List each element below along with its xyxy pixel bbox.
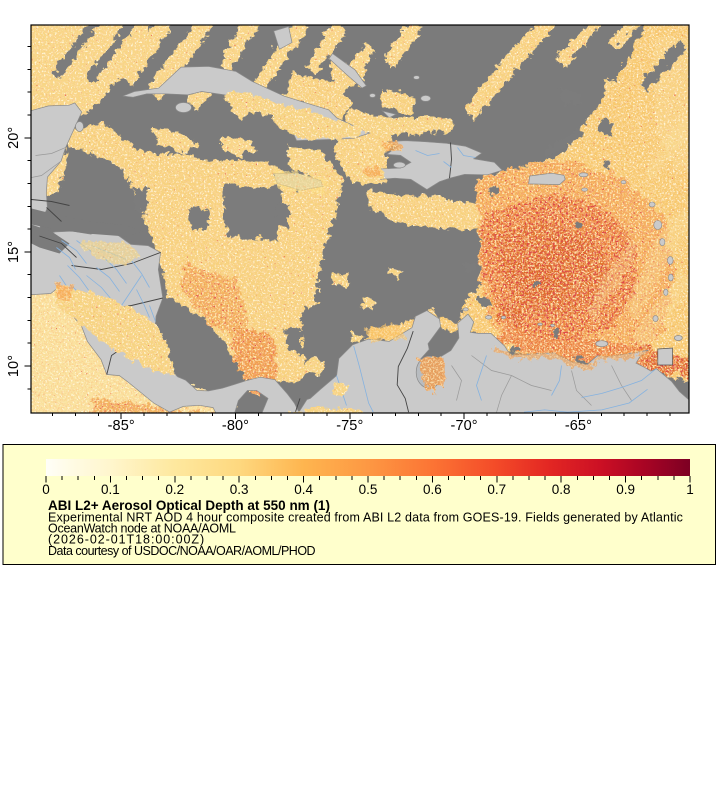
svg-text:-75°: -75°: [336, 418, 363, 434]
svg-text:0: 0: [42, 482, 50, 497]
svg-text:0.1: 0.1: [101, 482, 120, 497]
svg-text:-80°: -80°: [222, 418, 249, 434]
svg-text:Experimental NRT AOD 4 hour co: Experimental NRT AOD 4 hour composite cr…: [48, 510, 683, 524]
svg-text:0.5: 0.5: [359, 482, 378, 497]
svg-text:(2026-02-01T18:00:00Z): (2026-02-01T18:00:00Z): [48, 533, 205, 547]
svg-text:0.6: 0.6: [423, 482, 442, 497]
svg-text:-85°: -85°: [108, 418, 135, 434]
svg-text:OceanWatch node at NOAA/AOML: OceanWatch node at NOAA/AOML: [48, 522, 236, 536]
svg-text:Data courtesy of USDOC/NOAA/OA: Data courtesy of USDOC/NOAA/OAR/AOML/PHO…: [48, 544, 316, 558]
svg-text:0.8: 0.8: [552, 482, 571, 497]
svg-text:20°: 20°: [6, 127, 22, 149]
svg-text:0.4: 0.4: [294, 482, 313, 497]
svg-text:-65°: -65°: [565, 418, 592, 434]
svg-text:15°: 15°: [6, 241, 22, 263]
svg-text:-70°: -70°: [451, 418, 478, 434]
svg-text:0.2: 0.2: [165, 482, 184, 497]
svg-text:10°: 10°: [6, 355, 22, 377]
svg-text:ABI L2+ Aerosol Optical Depth: ABI L2+ Aerosol Optical Depth at 550 nm …: [48, 498, 330, 513]
svg-text:0.3: 0.3: [230, 482, 249, 497]
svg-text:0.7: 0.7: [487, 482, 506, 497]
svg-text:1: 1: [686, 482, 694, 497]
svg-text:0.9: 0.9: [616, 482, 635, 497]
